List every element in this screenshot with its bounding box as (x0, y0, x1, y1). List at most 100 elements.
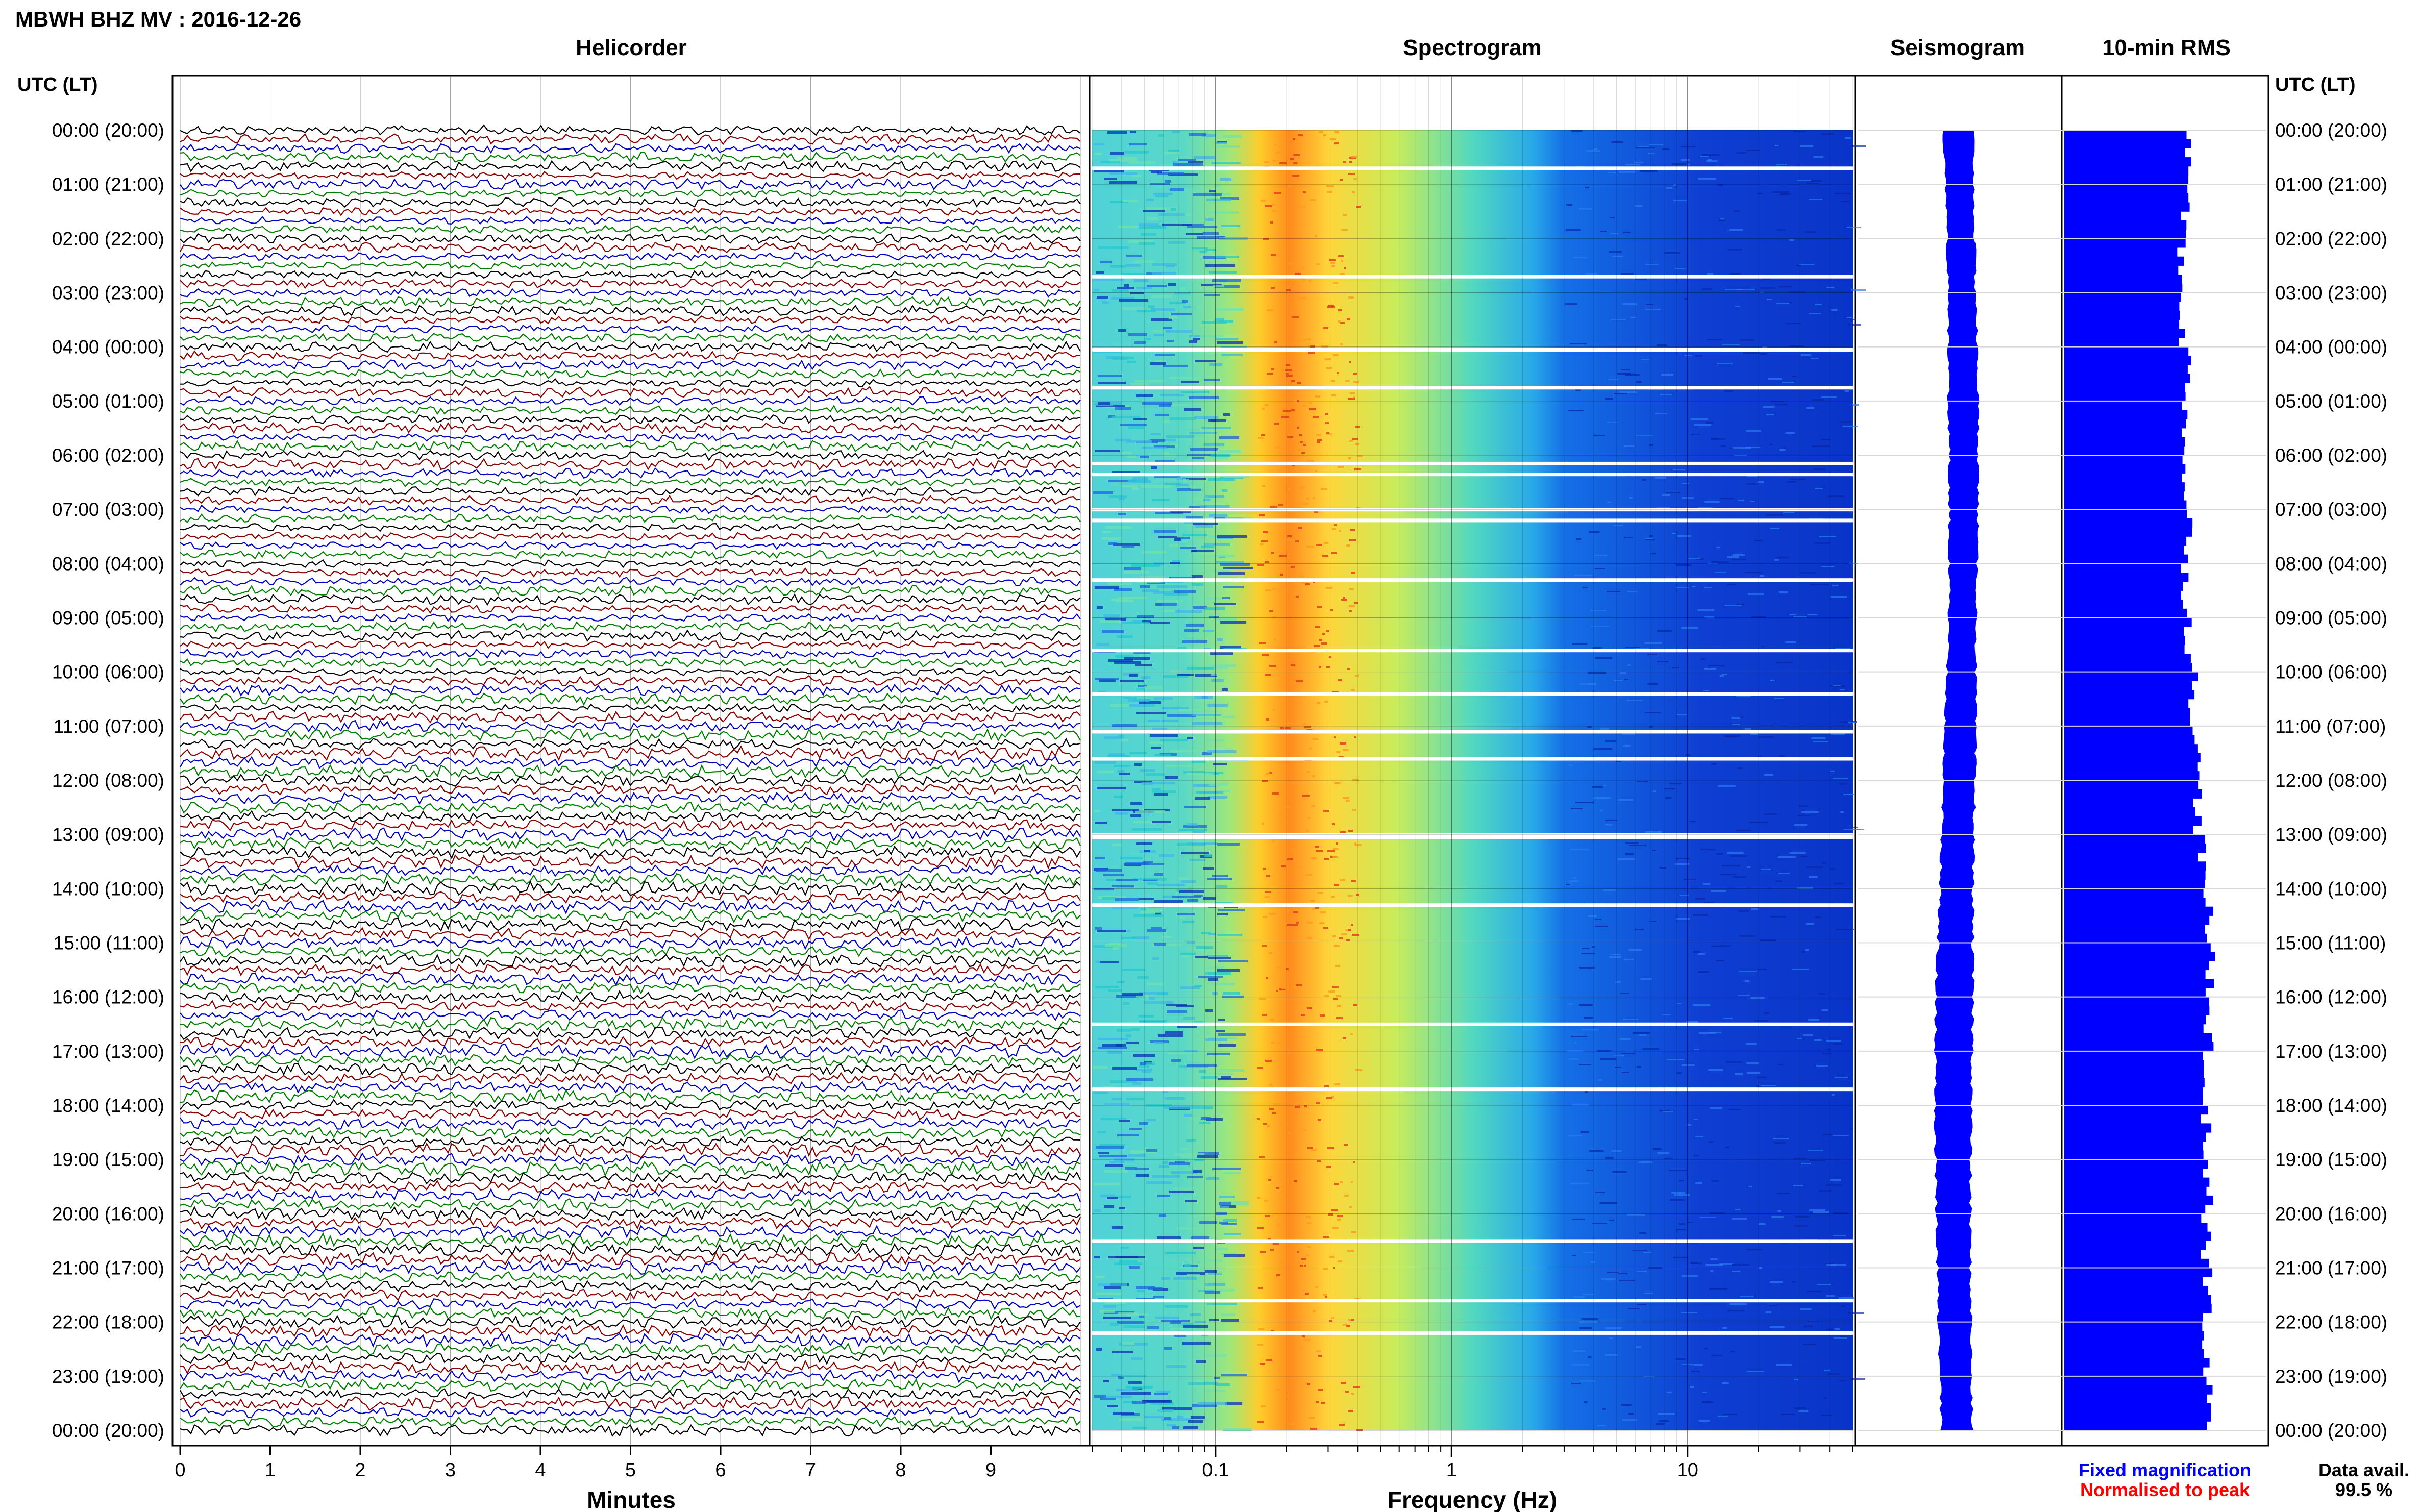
spectrogram-peak-speckle (1302, 267, 1305, 269)
helicorder-trace (180, 1160, 1081, 1177)
rms-bar (2064, 1241, 2206, 1250)
spectrogram-speckle (1096, 271, 1104, 274)
helicorder-trace (180, 737, 1081, 751)
spectrogram-speckle (1218, 1044, 1236, 1047)
spectrogram-peak-speckle (1338, 255, 1344, 257)
spectrogram-speckle (1133, 821, 1152, 823)
spectrogram-speckle (1133, 651, 1150, 654)
spectrogram-peak-speckle (1349, 161, 1352, 163)
spectrogram-noise-speckle (1694, 424, 1711, 426)
spectrogram-speckle (1136, 842, 1152, 845)
spectrogram-noise-speckle (1801, 856, 1807, 857)
spectrogram-peak-speckle (1295, 488, 1302, 490)
spectrogram-speckle (1183, 479, 1189, 482)
spectrogram-speckle (1100, 620, 1121, 623)
spectrogram-noise-speckle (1826, 1040, 1841, 1042)
spectrogram-speckle (1133, 418, 1147, 420)
helicorder-trace (180, 1378, 1081, 1393)
spectrogram-noise-speckle (1758, 481, 1764, 483)
spectrogram-speckle (1129, 1266, 1140, 1269)
spectrogram-speckle (1211, 773, 1219, 775)
spectrogram-peak-speckle (1325, 358, 1331, 360)
spectrogram-speckle (1100, 961, 1119, 963)
spectrogram-peak-speckle (1267, 1125, 1270, 1127)
spectrogram-peak-speckle (1316, 1401, 1319, 1403)
spectrogram-speckle (1197, 1354, 1226, 1357)
spectrogram-speckle (1205, 495, 1224, 498)
spectrogram-noise-speckle (1568, 764, 1573, 766)
spectrogram-speckle (1178, 159, 1196, 161)
spectrogram-speckle (1187, 899, 1198, 902)
spectrogram-peak-speckle (1343, 1037, 1346, 1039)
spectrogram-speckle (1110, 1080, 1137, 1083)
spectrogram-peak-speckle (1275, 447, 1282, 449)
spectrogram-speckle (1144, 1416, 1163, 1418)
spectrogram-peak-speckle (1341, 260, 1343, 262)
rms-bar (2064, 1322, 2203, 1331)
spectrogram-noise-speckle (1808, 1019, 1819, 1021)
spectrogram-noise-speckle (1740, 339, 1754, 341)
spectrogram-speckle (1168, 1052, 1195, 1054)
spectrogram-speckle (1105, 526, 1132, 529)
rms-bar (2064, 699, 2189, 708)
spectrogram-noise-speckle (1667, 1059, 1685, 1060)
helicorder-trace (180, 946, 1081, 958)
spectrogram-noise-speckle (1664, 788, 1675, 789)
time-label-right: 00:00 (20:00) (2275, 1420, 2387, 1441)
helicorder-trace (180, 1288, 1081, 1302)
helicorder-trace (180, 1279, 1081, 1293)
spectrogram-speckle (1119, 773, 1130, 775)
spectrogram-peak-speckle (1338, 679, 1342, 681)
spectrogram-speckle (1220, 621, 1246, 624)
spectrogram-noise-speckle (1803, 1034, 1813, 1036)
spectrogram-peak-speckle (1262, 823, 1264, 825)
spectrogram-speckle (1203, 666, 1228, 669)
spectrogram-noise-speckle (1612, 1171, 1627, 1173)
spectrogram-gap (1092, 578, 1853, 582)
spectrogram-speckle (1216, 1030, 1225, 1032)
spectrogram-speckle (1170, 670, 1181, 673)
spectrogram-gap (1092, 730, 1853, 734)
spectrogram-speckle (1163, 327, 1172, 329)
spectrogram-speckle (1119, 1120, 1130, 1122)
spectrogram-speckle (1171, 1059, 1181, 1062)
rms-bar (2064, 545, 2184, 555)
spectrogram-noise-speckle (1687, 1222, 1694, 1223)
spectrogram-peak-speckle (1349, 440, 1353, 442)
spectrogram-speckle (1137, 976, 1149, 979)
spectrogram-noise-speckle (1779, 591, 1788, 593)
spectrogram-noise-speckle (1821, 1415, 1832, 1416)
spectrogram-noise-speckle (1623, 232, 1631, 233)
spectrogram-noise-speckle (1659, 1110, 1670, 1111)
spectrogram-speckle (1173, 404, 1188, 406)
spectrogram-noise-speckle (1695, 1182, 1702, 1184)
spectrogram-speckle (1175, 1153, 1205, 1156)
spectrogram-speckle (1202, 321, 1226, 324)
spectrogram-speckle (1122, 969, 1145, 971)
spectrogram-peak-speckle (1329, 259, 1336, 261)
spectrogram-speckle (1200, 885, 1207, 888)
rms-frame (2061, 75, 2269, 1447)
spectrogram-noise-speckle (1625, 853, 1634, 855)
spectrogram-peak-speckle (1295, 273, 1301, 275)
spectrogram-peak-speckle (1295, 1339, 1298, 1341)
spectrogram-peak-speckle (1340, 322, 1345, 324)
spectrogram-speckle (1107, 131, 1127, 134)
rms-bar (2064, 446, 2185, 456)
spectrogram-peak-speckle (1351, 156, 1357, 158)
spectrogram-noise-speckle (1600, 810, 1603, 811)
spectrogram-speckle (1216, 1383, 1230, 1386)
spectrogram-speckle (1197, 1155, 1218, 1158)
spectrogram-speckle (1216, 457, 1228, 459)
spectrogram-peak-speckle (1305, 583, 1310, 585)
spectrogram-noise-speckle (1637, 1271, 1647, 1272)
spectrogram-speckle (1104, 1205, 1114, 1208)
spectrogram-peak-speckle (1324, 995, 1329, 997)
spectrogram-speckle (1181, 852, 1210, 854)
spectrogram-peak-speckle (1298, 206, 1305, 208)
spectrogram-noise-speckle (1719, 1263, 1733, 1265)
spectrogram-speckle (1122, 273, 1145, 276)
spectrogram-speckle (1163, 675, 1188, 678)
spectrogram-noise-speckle (1673, 469, 1685, 470)
spectrogram-speckle (1105, 1396, 1132, 1398)
